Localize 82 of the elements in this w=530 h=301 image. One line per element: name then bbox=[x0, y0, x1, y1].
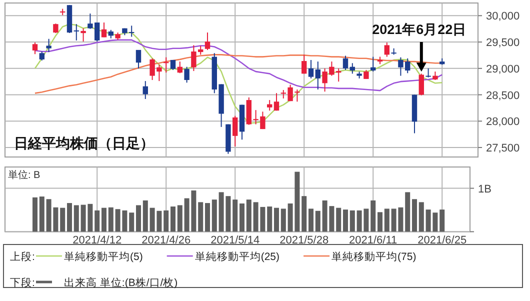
candlestick bbox=[164, 56, 169, 74]
candlestick bbox=[342, 55, 348, 70]
y-tick-label: 29,000 bbox=[486, 63, 520, 76]
legend-title: 下段: bbox=[10, 277, 35, 289]
x-tick-label: 2021/4/12 bbox=[72, 234, 122, 247]
bar bbox=[212, 200, 217, 232]
bar bbox=[280, 208, 286, 232]
bar bbox=[205, 203, 210, 232]
legend-label: 出来高 単位:(B株/口/枚) bbox=[64, 276, 178, 289]
candlestick bbox=[350, 62, 355, 74]
candlestick bbox=[232, 115, 238, 147]
y-axis-title: 単位: B bbox=[8, 169, 41, 181]
x-tick-label: 2021/6/11 bbox=[349, 234, 398, 247]
y-tick-label: 28,000 bbox=[486, 116, 520, 128]
x-tick-label: 2021/6/25 bbox=[418, 234, 467, 247]
bar bbox=[32, 197, 38, 232]
bar bbox=[74, 205, 79, 232]
legend-title: 上段: bbox=[10, 250, 35, 263]
candlestick bbox=[136, 49, 142, 69]
candlestick bbox=[308, 59, 314, 79]
bar bbox=[378, 212, 382, 232]
candlestick bbox=[101, 22, 107, 38]
candlestick bbox=[418, 73, 424, 96]
candlestick bbox=[177, 61, 182, 74]
bar bbox=[232, 200, 238, 232]
candlestick bbox=[302, 54, 307, 74]
bar bbox=[67, 203, 72, 232]
bar bbox=[405, 192, 410, 232]
bar bbox=[302, 196, 307, 232]
bar bbox=[136, 205, 141, 232]
bar bbox=[412, 199, 417, 232]
y-tick-label: 30,000 bbox=[486, 10, 520, 23]
x-tick-label: 2021/5/14 bbox=[210, 234, 260, 247]
bar bbox=[177, 205, 182, 232]
bar bbox=[267, 206, 272, 232]
bar bbox=[315, 210, 320, 232]
candlestick bbox=[184, 66, 190, 84]
bar bbox=[60, 208, 66, 232]
candlestick bbox=[32, 42, 38, 55]
bar bbox=[198, 202, 204, 232]
bar bbox=[240, 203, 244, 232]
bar bbox=[343, 210, 348, 232]
candlestick bbox=[74, 24, 79, 41]
bar bbox=[164, 210, 169, 232]
candlestick bbox=[384, 42, 390, 58]
legend-label: 単純移動平均(5) bbox=[64, 251, 143, 263]
bar bbox=[108, 207, 114, 232]
candlestick bbox=[315, 61, 320, 90]
y-tick-label: 1B bbox=[478, 183, 492, 196]
bar bbox=[370, 200, 376, 232]
bar bbox=[170, 206, 176, 232]
candlestick bbox=[274, 92, 280, 112]
candlestick bbox=[53, 23, 58, 34]
legend-label: 単純移動平均(25) bbox=[194, 251, 280, 263]
candlestick bbox=[80, 28, 86, 42]
bar bbox=[94, 210, 100, 232]
candlestick bbox=[46, 38, 52, 53]
bar bbox=[440, 210, 445, 232]
bar bbox=[308, 208, 314, 232]
bar bbox=[142, 200, 148, 232]
candlestick bbox=[142, 80, 148, 100]
bar bbox=[336, 208, 342, 232]
text: 日経平均株価（日足） bbox=[14, 135, 154, 151]
bar bbox=[39, 196, 44, 232]
legend: 下段: 出来高 単位:(B株/口/枚) bbox=[10, 277, 178, 289]
bar bbox=[274, 208, 279, 232]
candlestick bbox=[204, 32, 210, 50]
bar bbox=[246, 200, 252, 232]
bar bbox=[384, 208, 390, 232]
y-tick-label: 27,500 bbox=[486, 142, 520, 155]
bar bbox=[129, 212, 134, 232]
bar bbox=[102, 208, 106, 232]
annotation: 2021年6月22日 bbox=[372, 22, 467, 37]
candlestick bbox=[370, 56, 376, 72]
bar bbox=[418, 202, 424, 232]
y-tick-label: 29,500 bbox=[486, 37, 520, 50]
bar bbox=[350, 210, 355, 232]
legend-label: 単純移動平均(75) bbox=[332, 251, 416, 263]
x-tick-label: 2021/5/28 bbox=[280, 234, 329, 247]
candlestick bbox=[267, 100, 272, 112]
y-tick-label: 28,500 bbox=[486, 90, 520, 102]
x-tick-label: 2021/4/26 bbox=[142, 234, 191, 247]
